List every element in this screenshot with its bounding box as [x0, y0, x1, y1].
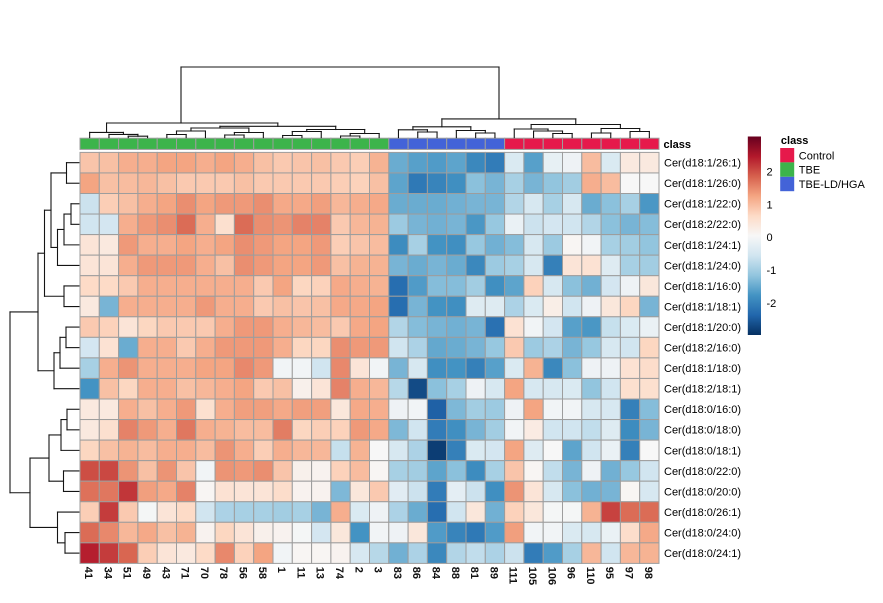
svg-text:98: 98 [642, 567, 654, 579]
svg-text:Cer(d18:0/24:1): Cer(d18:0/24:1) [664, 548, 741, 560]
svg-text:TBE-LD/HGA: TBE-LD/HGA [799, 179, 866, 191]
svg-text:Cer(d18:0/20:0): Cer(d18:0/20:0) [664, 486, 741, 498]
svg-text:96: 96 [565, 567, 577, 579]
svg-text:Cer(d18:0/16:0): Cer(d18:0/16:0) [664, 404, 741, 416]
svg-text:class: class [781, 135, 809, 147]
svg-text:41: 41 [82, 567, 94, 579]
svg-text:78: 78 [217, 567, 229, 579]
svg-text:51: 51 [121, 567, 133, 579]
svg-text:Cer(d18:1/22:0): Cer(d18:1/22:0) [664, 199, 741, 211]
svg-text:2: 2 [767, 167, 773, 179]
svg-text:58: 58 [256, 567, 268, 579]
svg-text:106: 106 [545, 567, 557, 585]
svg-text:Cer(d18:0/18:0): Cer(d18:0/18:0) [664, 425, 741, 437]
svg-text:43: 43 [159, 567, 171, 579]
svg-text:11: 11 [294, 567, 306, 579]
svg-text:81: 81 [468, 567, 480, 579]
svg-text:Cer(d18:1/26:0): Cer(d18:1/26:0) [664, 178, 741, 190]
svg-text:84: 84 [429, 567, 441, 580]
svg-text:Cer(d18:2/22:0): Cer(d18:2/22:0) [664, 219, 741, 231]
svg-text:Cer(d18:1/18:1): Cer(d18:1/18:1) [664, 301, 741, 313]
svg-text:2: 2 [352, 567, 364, 573]
svg-text:Cer(d18:1/24:0): Cer(d18:1/24:0) [664, 260, 741, 272]
svg-text:Cer(d18:0/26:1): Cer(d18:0/26:1) [664, 507, 741, 519]
svg-text:95: 95 [603, 567, 615, 579]
svg-text:Cer(d18:0/22:0): Cer(d18:0/22:0) [664, 466, 741, 478]
svg-text:Cer(d18:2/16:0): Cer(d18:2/16:0) [664, 343, 741, 355]
svg-text:88: 88 [449, 567, 461, 579]
svg-text:Control: Control [799, 150, 834, 162]
svg-text:1: 1 [275, 567, 287, 573]
svg-text:-1: -1 [767, 265, 777, 277]
svg-text:Cer(d18:0/24:0): Cer(d18:0/24:0) [664, 527, 741, 539]
svg-text:Cer(d18:1/24:1): Cer(d18:1/24:1) [664, 240, 741, 252]
svg-text:Cer(d18:2/18:1): Cer(d18:2/18:1) [664, 384, 741, 396]
svg-text:-2: -2 [767, 298, 777, 310]
svg-text:0: 0 [767, 232, 773, 244]
svg-text:1: 1 [767, 199, 773, 211]
svg-text:89: 89 [487, 567, 499, 579]
svg-text:Cer(d18:1/26:1): Cer(d18:1/26:1) [664, 158, 741, 170]
svg-text:74: 74 [333, 567, 345, 580]
svg-text:110: 110 [584, 567, 596, 585]
svg-text:13: 13 [314, 567, 326, 579]
svg-text:3: 3 [372, 567, 384, 573]
svg-text:TBE: TBE [799, 165, 820, 177]
svg-text:71: 71 [179, 567, 191, 579]
svg-text:49: 49 [140, 567, 152, 579]
svg-text:Cer(d18:0/18:1): Cer(d18:0/18:1) [664, 445, 741, 457]
svg-text:Cer(d18:1/20:0): Cer(d18:1/20:0) [664, 322, 741, 334]
svg-text:Cer(d18:1/18:0): Cer(d18:1/18:0) [664, 363, 741, 375]
svg-text:34: 34 [101, 567, 113, 580]
svg-text:105: 105 [526, 567, 538, 585]
svg-text:Cer(d18:1/16:0): Cer(d18:1/16:0) [664, 281, 741, 293]
svg-text:97: 97 [622, 567, 634, 579]
svg-text:class: class [664, 139, 692, 151]
svg-text:83: 83 [391, 567, 403, 579]
svg-text:86: 86 [410, 567, 422, 579]
svg-text:111: 111 [507, 567, 519, 584]
svg-text:56: 56 [236, 567, 248, 579]
svg-text:70: 70 [198, 567, 210, 579]
